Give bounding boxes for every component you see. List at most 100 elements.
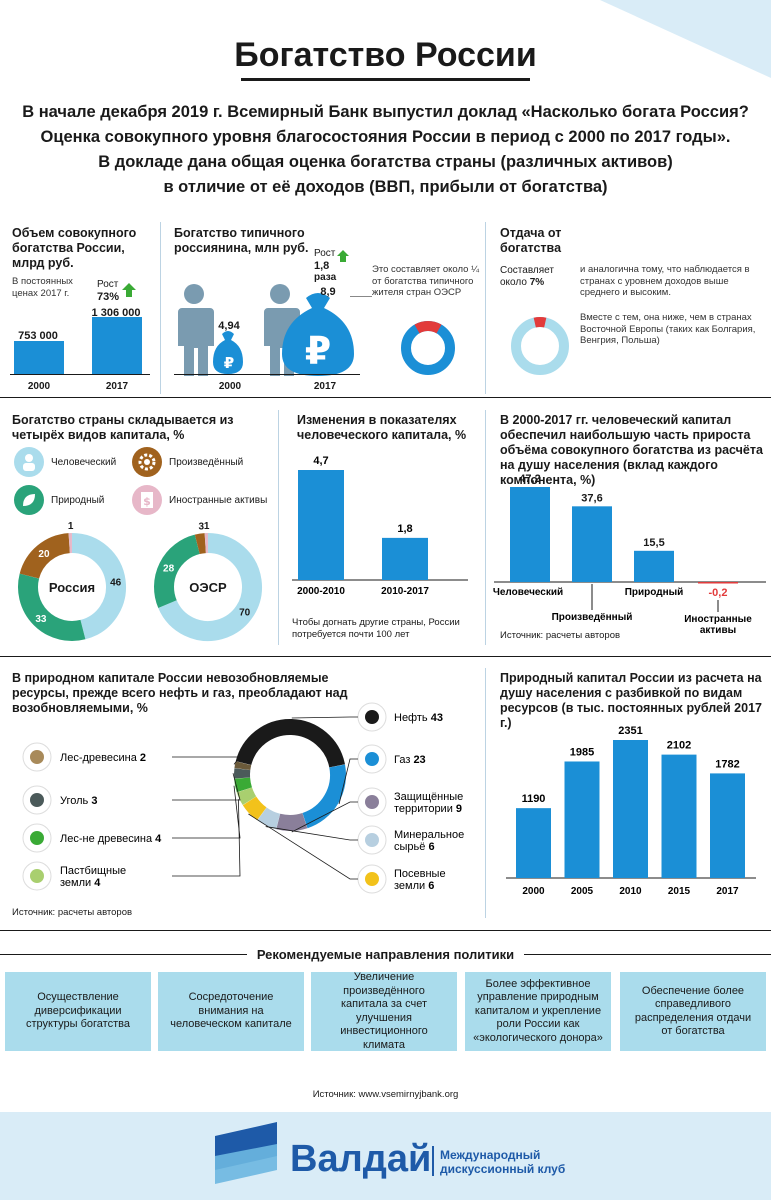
tick-label: Иностранные [684, 614, 752, 625]
brand-name: Валдай [290, 1138, 432, 1180]
s1-year-2017: 2017 [105, 381, 129, 392]
divider [485, 410, 486, 645]
s2-year-2000: 2000 [218, 381, 242, 392]
donut-center-label: ОЭСР [189, 580, 227, 595]
s1-value-2017: 1 306 000 [91, 307, 141, 319]
bar [572, 506, 612, 582]
legend-produced: Произведённый [169, 457, 244, 468]
s7-source: Источник: расчеты авторов [12, 907, 133, 918]
donut-slice [234, 761, 252, 771]
tick-label: Природный [625, 587, 684, 598]
callout-line [172, 799, 241, 877]
s3-left-label: Составляет около [500, 265, 554, 288]
callout-line [172, 756, 241, 765]
bar [298, 470, 344, 580]
policy-item: Увеличение произведённого капитала за сч… [311, 971, 457, 1051]
donut-slice [194, 533, 207, 555]
callout-label: Уголь 3 [60, 795, 97, 807]
wheat-icon-glyph [365, 872, 379, 886]
donut-value: 28 [163, 563, 175, 574]
divider [278, 410, 279, 645]
coal-cart-icon-glyph [30, 793, 44, 807]
ring-slice-return [533, 317, 547, 328]
bar [710, 773, 745, 878]
s2-title: Богатство типичного россиянина, млн руб. [174, 226, 309, 255]
growth-arrow-icon [337, 250, 349, 262]
s1-value-2000: 753 000 [18, 330, 58, 342]
gas-flame-icon-glyph [365, 752, 379, 766]
s1-bar-2000 [14, 341, 64, 374]
donut-slice [154, 534, 201, 609]
bar-value: 2102 [667, 740, 691, 752]
policy-item: Обеспечение более справедливого распреде… [620, 972, 766, 1051]
callout-label: Нефть 43 [394, 712, 443, 724]
header-decoration [600, 0, 771, 78]
s1-bar-2017 [92, 317, 142, 374]
callout-value: 4 [94, 877, 101, 889]
callout-line [248, 813, 358, 880]
callout-value: 6 [428, 880, 434, 892]
donut-slice [234, 777, 253, 793]
s2-note-connector [350, 296, 372, 297]
bar-value: 15,5 [643, 537, 664, 549]
bar [382, 537, 428, 580]
s2-note: Это составляет около ¼ от богатства типи… [372, 264, 480, 298]
s3-left-text: Составляет около 7% [500, 265, 560, 289]
callout-label: сырьё 6 [394, 841, 435, 853]
svg-text:₽: ₽ [224, 354, 234, 372]
s1-year-2000: 2000 [27, 381, 51, 392]
s1-growth-label: Рост [97, 279, 119, 290]
source: Источник: www.vsemirnyjbank.org [312, 1089, 459, 1100]
wood-logs-icon-glyph [30, 750, 44, 764]
bar-value: 2351 [618, 725, 642, 737]
brand-subtitle: Международный дискуссионный клуб [440, 1148, 565, 1176]
callout-value: 4 [155, 833, 162, 845]
callout-line [265, 826, 358, 841]
tree-icon-glyph [30, 831, 44, 845]
donut-value: 3 [198, 522, 204, 533]
separator [0, 397, 771, 398]
s1-growth-value: 73% [97, 291, 120, 303]
callout-line [172, 773, 241, 801]
bar-value: 37,6 [581, 492, 602, 504]
intro-line-2: Оценка совокупного уровня благосостояния… [40, 128, 731, 146]
callout-label: Газ 23 [394, 754, 426, 766]
donut-slice [158, 533, 262, 641]
s6-chart: 47,2 37,6 15,5 -0,2 Человеческий Произведённы… [493, 473, 766, 636]
donut-slice [19, 533, 71, 580]
s3-right-text-1: и аналогична тому, что наблюдается в стр… [580, 264, 750, 298]
bar-value: 4,7 [313, 455, 328, 467]
callout-label: земли 4 [60, 877, 101, 889]
divider [485, 668, 486, 918]
brand-sub1: Международный [440, 1148, 541, 1162]
donut-value: 1 [68, 521, 74, 532]
donut-value: 20 [38, 549, 50, 560]
s2-axis [174, 374, 360, 375]
callout-label: Минеральное [394, 829, 464, 841]
policy-item: Более эффективное управление природным к… [465, 972, 611, 1051]
tick-label: 2000-2010 [297, 586, 345, 597]
tick-label: 2010 [619, 886, 642, 897]
callout-label: земли 6 [394, 880, 434, 892]
s2-value-2017: 8,9 [320, 286, 336, 298]
intro-line-4: в отличие от её доходов (ВВП, прибыли от… [163, 178, 608, 196]
intro-line-1: В начале декабря 2019 г. Всемирный Банк … [22, 103, 749, 121]
s1-title: Объем совокупного богатства России, млрд… [12, 226, 137, 270]
bar-value: 1190 [522, 793, 546, 805]
valdai-logo-icon [215, 1122, 277, 1184]
tick-label: 2015 [668, 886, 691, 897]
bar [516, 808, 551, 878]
donut-value: 70 [239, 607, 251, 618]
donut-center-label: Россия [49, 580, 95, 595]
tick-label: Человеческий [493, 587, 563, 598]
intro-text: В начале декабря 2019 г. Всемирный Банк … [20, 100, 751, 200]
callout-value: 43 [431, 712, 443, 724]
callout-value: 3 [91, 795, 97, 807]
s2-value-2000: 4,94 [218, 320, 240, 332]
donut-slice [235, 719, 345, 768]
s2-growth-label: Рост [314, 248, 336, 259]
callout-label: Лес-древесина 2 [60, 752, 146, 764]
cow-icon-glyph [30, 869, 44, 883]
